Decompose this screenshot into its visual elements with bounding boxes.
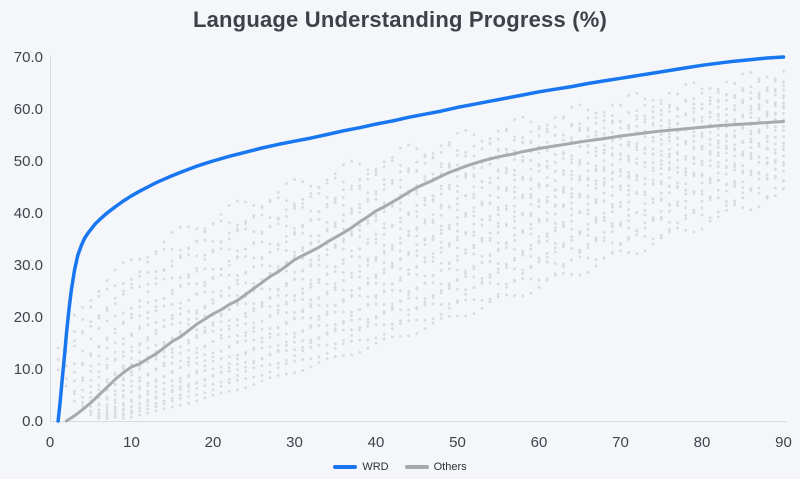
others-line-swatch-icon — [404, 465, 429, 469]
x-tick-label: 20 — [205, 434, 222, 451]
wrd-line — [56, 55, 786, 423]
wrd-line-swatch-icon — [333, 465, 358, 469]
x-tick-label: 30 — [286, 434, 303, 451]
y-tick-label: 70.0 — [14, 49, 43, 66]
chart-legend: WRD Others — [0, 461, 800, 473]
x-tick-label: 40 — [368, 434, 385, 451]
x-tick-label: 50 — [449, 434, 466, 451]
x-tick-label: 60 — [531, 434, 548, 451]
y-tick-label: 10.0 — [14, 361, 43, 378]
x-tick-label: 90 — [775, 434, 792, 451]
legend-item-others[interactable]: Others — [404, 461, 467, 473]
y-tick-label: 50.0 — [14, 153, 43, 170]
others-mean-line — [64, 120, 785, 423]
x-tick-label: 0 — [46, 434, 54, 451]
legend-item-wrd[interactable]: WRD — [333, 461, 389, 473]
chart-title: Language Understanding Progress (%) — [192, 7, 608, 32]
y-tick-label: 0.0 — [22, 413, 43, 430]
y-tick-labels: 0.0 10.0 20.0 30.0 40.0 50.0 60.0 70.0 — [14, 49, 43, 430]
legend-label-wrd: WRD — [362, 461, 389, 473]
axes — [50, 55, 787, 422]
x-tick-label: 80 — [694, 434, 711, 451]
y-tick-label: 60.0 — [14, 101, 43, 118]
others-runs-dotted-curves — [56, 69, 785, 421]
x-tick-labels: 0 10 20 30 40 50 60 70 80 90 — [46, 434, 792, 451]
y-tick-label: 40.0 — [14, 205, 43, 222]
y-tick-label: 20.0 — [14, 309, 43, 326]
x-tick-label: 70 — [612, 434, 629, 451]
x-tick-label: 10 — [123, 434, 140, 451]
y-tick-label: 30.0 — [14, 257, 43, 274]
legend-label-others: Others — [433, 461, 467, 473]
